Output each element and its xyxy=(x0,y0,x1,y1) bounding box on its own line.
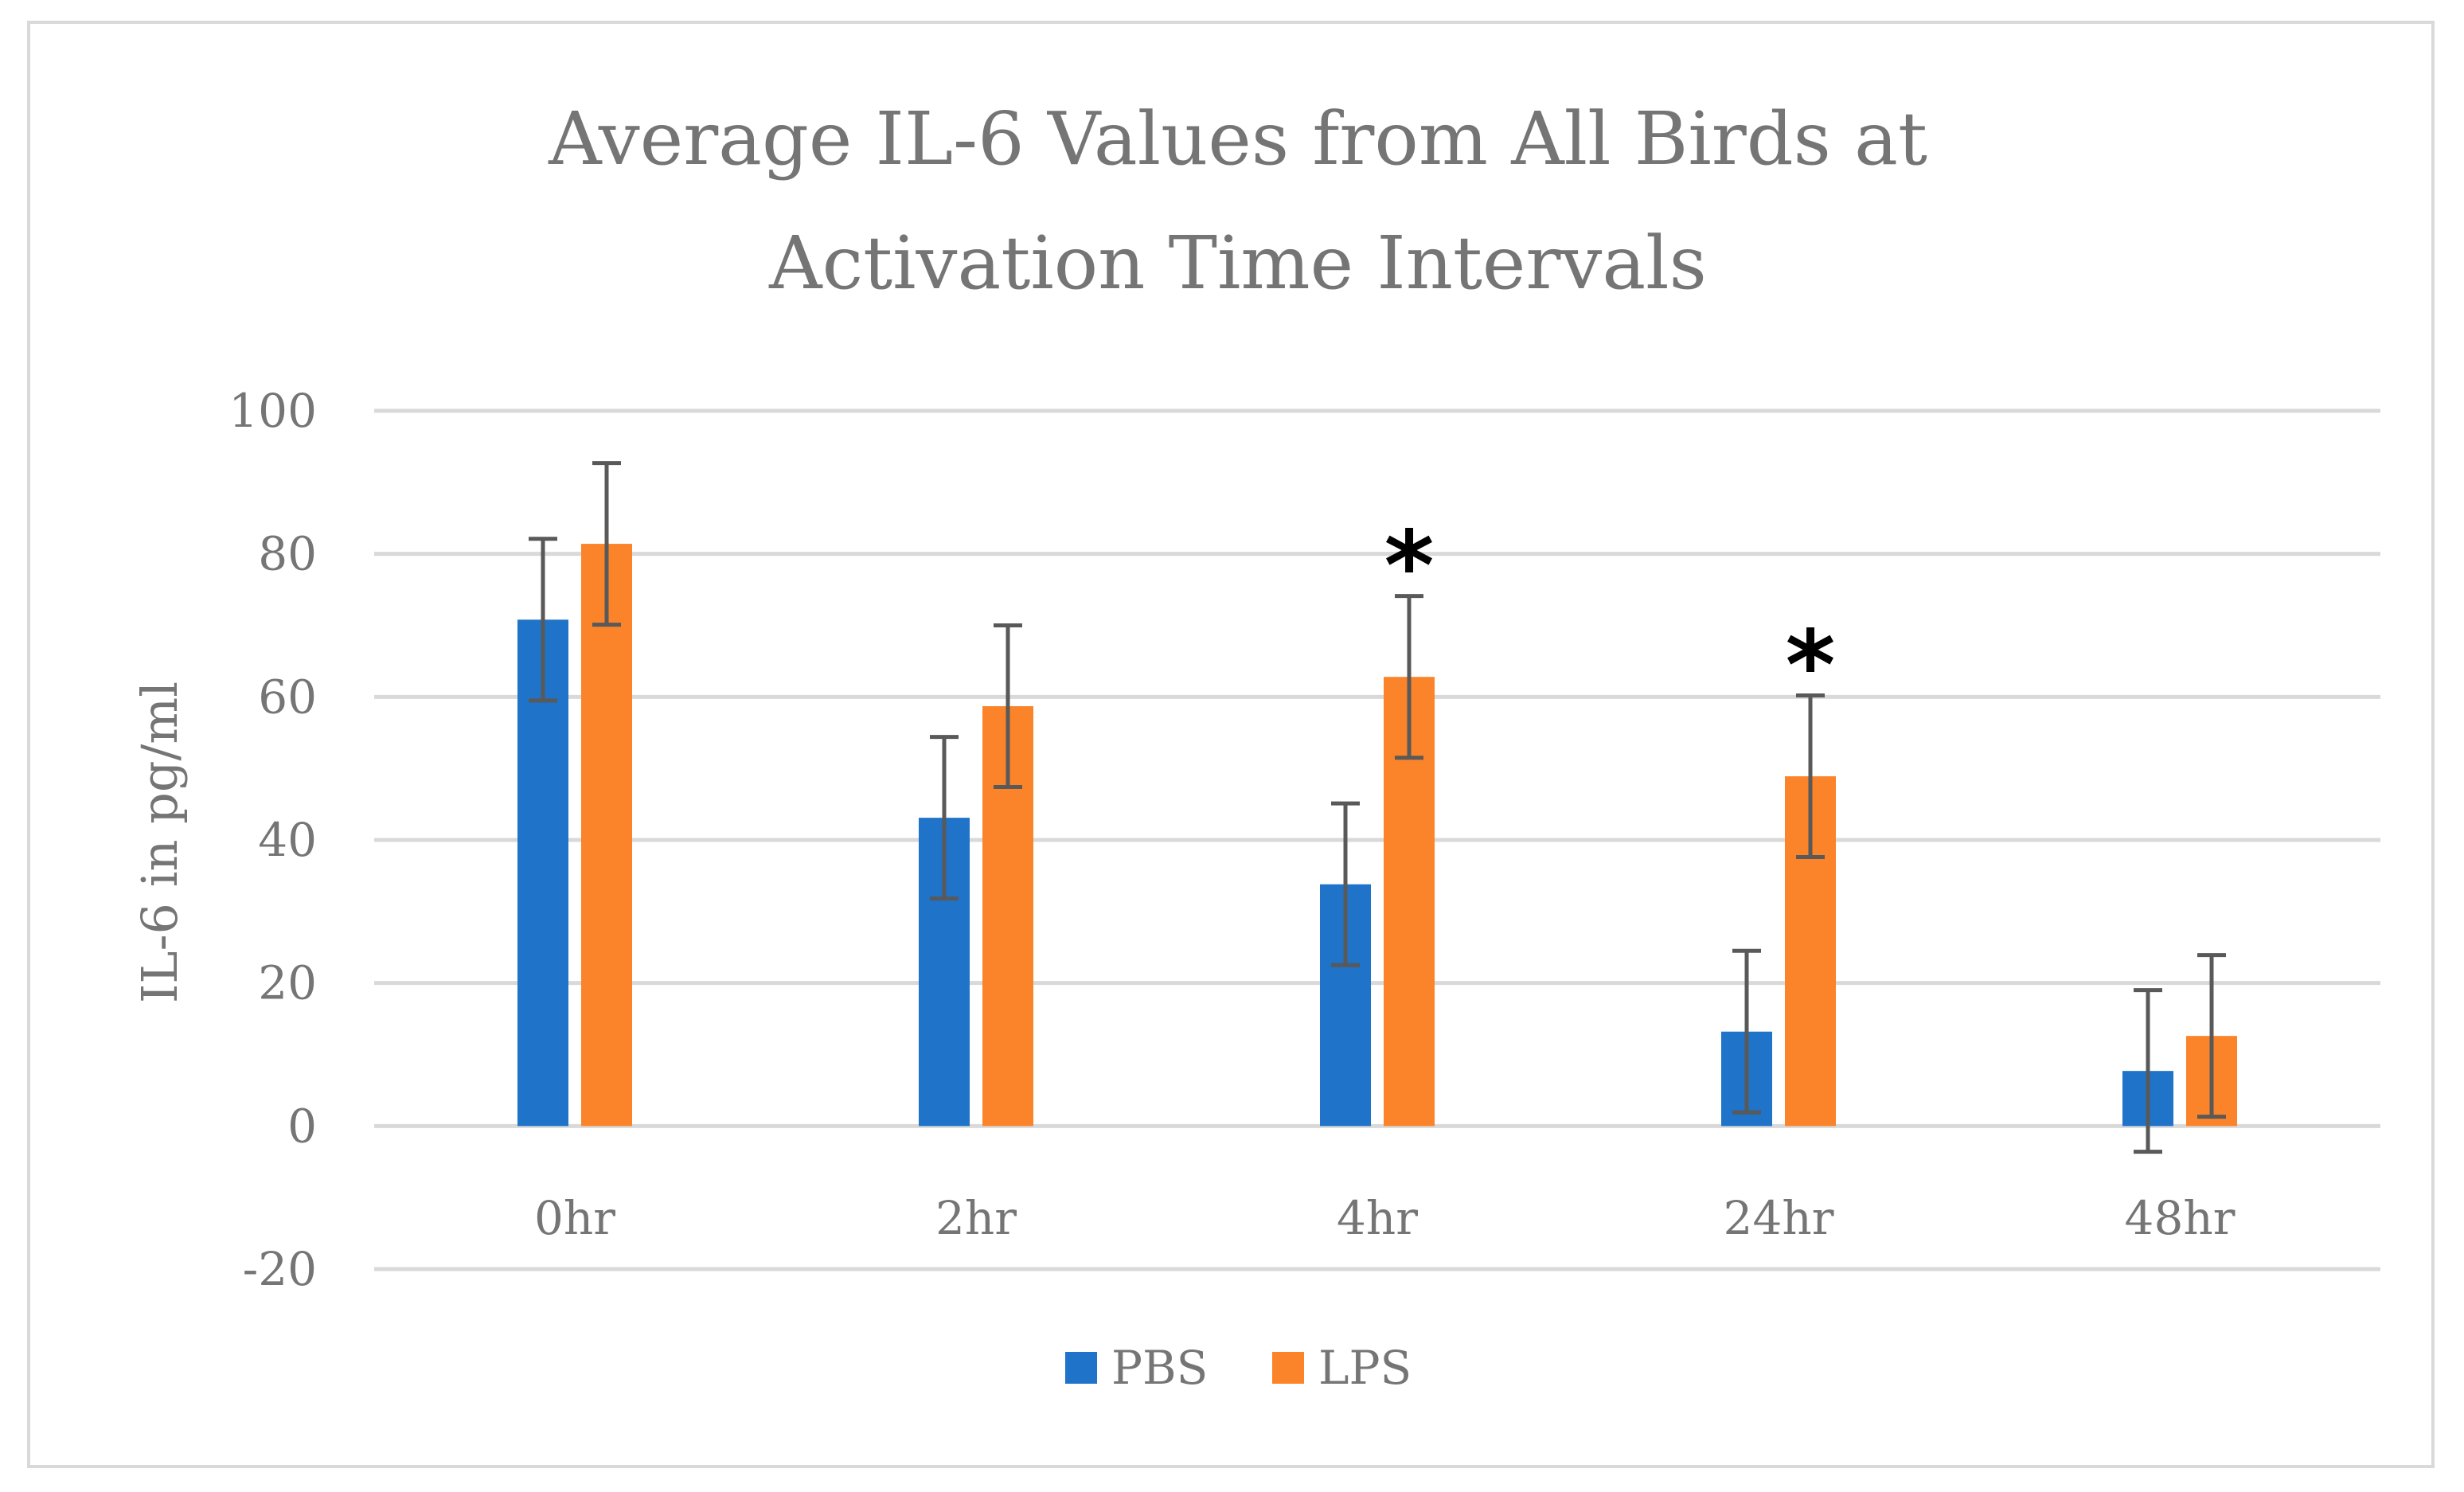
y-axis-ticks: 100 80 60 40 20 0 -20 xyxy=(228,384,317,1296)
legend: PBS LPS xyxy=(1065,1341,1412,1395)
gridlines xyxy=(374,408,2380,1271)
significance-asterisk-4hr: * xyxy=(1384,512,1435,623)
y-tick-label-40: 40 xyxy=(258,813,317,867)
y-tick-label-60: 60 xyxy=(258,670,317,724)
y-tick-label-minus-20: -20 xyxy=(243,1242,317,1296)
y-tick-label-100: 100 xyxy=(228,384,317,438)
chart-title-line-2: Activation Time Intervals xyxy=(768,221,1707,306)
bar-pbs-0hr xyxy=(517,619,568,1127)
significance-asterisk-24hr: * xyxy=(1786,611,1836,722)
chart-frame xyxy=(27,21,2435,1468)
x-tick-label-48hr: 48hr xyxy=(2125,1191,2236,1245)
y-axis-label: IL-6 in pg/ml xyxy=(131,682,189,1003)
bar-lps-0hr xyxy=(581,544,632,1127)
y-tick-label-20: 20 xyxy=(258,956,317,1010)
legend-label-lps: LPS xyxy=(1318,1341,1412,1395)
y-tick-label-80: 80 xyxy=(258,527,317,581)
legend-swatch-pbs xyxy=(1065,1352,1097,1384)
chart-title-line-1: Average IL-6 Values from All Birds at xyxy=(548,96,1927,182)
bars xyxy=(517,544,2237,1127)
y-tick-label-0: 0 xyxy=(287,1099,317,1153)
x-tick-label-24hr: 24hr xyxy=(1724,1191,1834,1245)
x-tick-label-4hr: 4hr xyxy=(1337,1191,1418,1245)
error-bars xyxy=(529,461,2226,1154)
x-tick-label-0hr: 0hr xyxy=(534,1191,615,1245)
legend-label-pbs: PBS xyxy=(1111,1341,1208,1395)
chart-title: Average IL-6 Values from All Birds at Ac… xyxy=(548,96,1927,306)
x-axis-ticks: 0hr 2hr 4hr 24hr 48hr xyxy=(534,1191,2236,1245)
significance-annotations: ** xyxy=(1384,512,1836,722)
x-tick-label-2hr: 2hr xyxy=(935,1191,1017,1245)
legend-swatch-lps xyxy=(1272,1352,1304,1384)
